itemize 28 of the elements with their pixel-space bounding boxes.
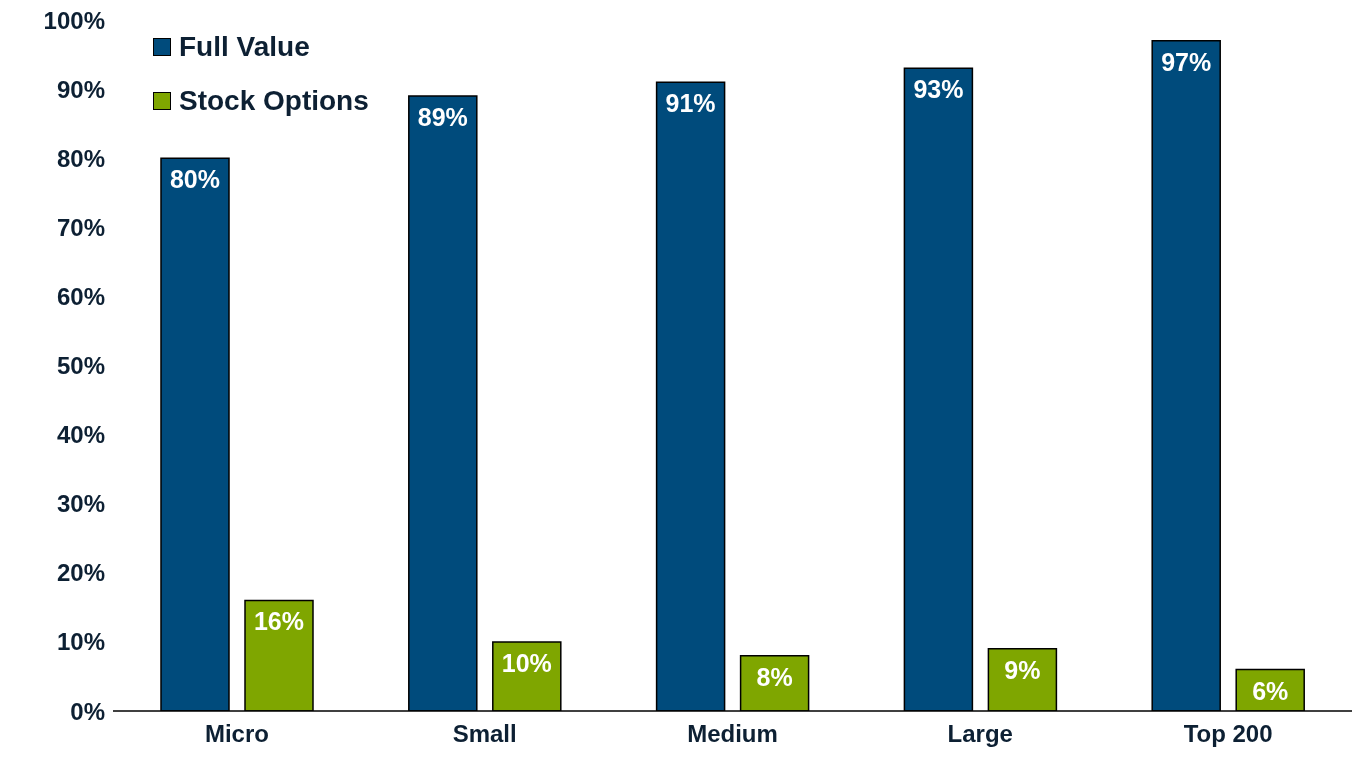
legend-label: Stock Options [179,85,369,117]
data-label: 8% [756,662,793,691]
y-tick-label: 30% [56,490,105,518]
data-label: 80% [169,165,221,194]
y-tick-label: 70% [56,213,105,241]
data-label: 93% [913,75,964,104]
data-label: 89% [417,103,468,132]
data-label: 6% [1252,676,1289,705]
y-tick-label: 10% [56,628,105,656]
y-tick-label: 60% [56,282,105,310]
x-tick-label: Large [947,720,1013,748]
data-label: 16% [253,607,305,636]
y-tick-label: 50% [56,352,105,380]
y-tick-label: 80% [56,144,105,172]
y-tick-label: 20% [56,559,105,587]
data-label: 9% [1004,655,1041,684]
data-label: 10% [501,648,552,677]
x-tick-label: Top 200 [1183,720,1273,748]
y-tick-label: 40% [56,421,105,449]
y-tick-label: 90% [56,75,105,103]
x-tick-label: Micro [204,720,269,748]
y-tick-label: 0% [70,697,105,725]
y-tick-label: 100% [43,6,105,34]
x-tick-label: Medium [687,720,778,748]
data-label: 97% [1161,47,1212,76]
x-tick-label: Small [452,720,517,748]
data-label: 91% [665,89,716,118]
legend-label: Full Value [179,31,310,63]
